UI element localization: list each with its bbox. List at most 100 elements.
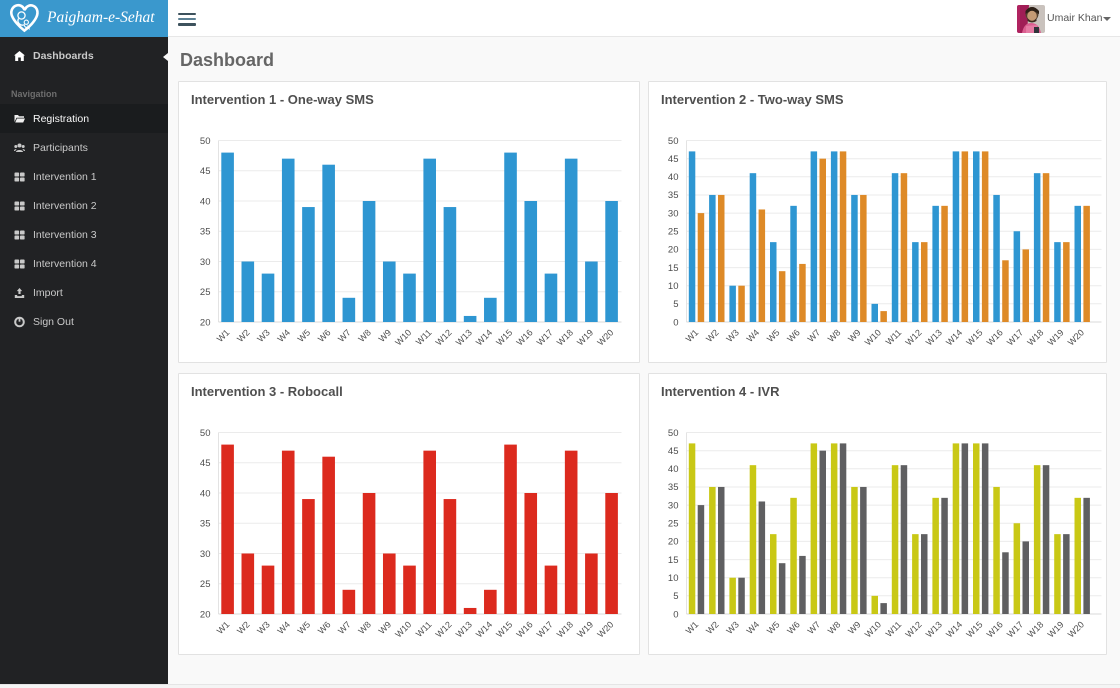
svg-text:35: 35 bbox=[200, 227, 211, 238]
svg-text:W13: W13 bbox=[924, 327, 944, 347]
svg-text:W11: W11 bbox=[884, 619, 904, 639]
svg-text:W15: W15 bbox=[494, 619, 514, 639]
svg-text:W10: W10 bbox=[863, 619, 883, 639]
svg-text:40: 40 bbox=[668, 464, 679, 475]
svg-text:15: 15 bbox=[668, 263, 679, 274]
svg-text:W7: W7 bbox=[336, 327, 353, 344]
svg-text:25: 25 bbox=[200, 579, 211, 590]
svg-text:W5: W5 bbox=[296, 619, 313, 636]
svg-text:45: 45 bbox=[668, 446, 679, 457]
svg-text:W17: W17 bbox=[1005, 327, 1025, 347]
svg-text:10: 10 bbox=[668, 573, 679, 584]
svg-text:W10: W10 bbox=[393, 619, 413, 639]
svg-text:W1: W1 bbox=[684, 619, 701, 636]
svg-text:W16: W16 bbox=[514, 327, 534, 347]
svg-text:W3: W3 bbox=[255, 619, 272, 636]
svg-text:20: 20 bbox=[200, 317, 211, 328]
svg-text:40: 40 bbox=[200, 488, 211, 499]
svg-text:W16: W16 bbox=[985, 619, 1005, 639]
svg-text:W6: W6 bbox=[785, 619, 802, 636]
svg-text:40: 40 bbox=[668, 172, 679, 183]
svg-text:W19: W19 bbox=[1046, 327, 1066, 347]
svg-text:W15: W15 bbox=[964, 327, 984, 347]
svg-text:35: 35 bbox=[668, 190, 679, 201]
svg-text:W12: W12 bbox=[903, 619, 923, 639]
svg-text:W7: W7 bbox=[806, 619, 823, 636]
svg-text:W8: W8 bbox=[826, 327, 843, 344]
svg-text:W1: W1 bbox=[215, 327, 232, 344]
svg-text:W12: W12 bbox=[903, 327, 923, 347]
svg-text:W12: W12 bbox=[434, 619, 454, 639]
svg-text:W4: W4 bbox=[745, 327, 762, 344]
svg-text:0: 0 bbox=[673, 317, 678, 328]
svg-text:35: 35 bbox=[668, 482, 679, 493]
svg-text:W3: W3 bbox=[255, 327, 272, 344]
svg-text:5: 5 bbox=[673, 299, 678, 310]
svg-text:25: 25 bbox=[668, 519, 679, 530]
svg-text:W10: W10 bbox=[863, 327, 883, 347]
svg-text:W6: W6 bbox=[316, 619, 333, 636]
svg-text:W8: W8 bbox=[826, 619, 843, 636]
svg-text:W20: W20 bbox=[1066, 327, 1086, 347]
svg-text:5: 5 bbox=[673, 591, 678, 602]
svg-text:W4: W4 bbox=[275, 619, 292, 636]
svg-text:W14: W14 bbox=[944, 327, 964, 347]
svg-text:W3: W3 bbox=[724, 327, 741, 344]
svg-text:10: 10 bbox=[668, 281, 679, 292]
svg-text:W5: W5 bbox=[765, 619, 782, 636]
svg-text:W9: W9 bbox=[846, 327, 863, 344]
svg-text:W18: W18 bbox=[555, 619, 575, 639]
svg-text:40: 40 bbox=[200, 196, 211, 207]
svg-text:35: 35 bbox=[200, 519, 211, 530]
svg-text:50: 50 bbox=[668, 428, 679, 439]
svg-text:W4: W4 bbox=[275, 327, 292, 344]
svg-text:20: 20 bbox=[200, 609, 211, 620]
svg-text:W11: W11 bbox=[884, 327, 904, 347]
svg-text:30: 30 bbox=[668, 208, 679, 219]
svg-text:W19: W19 bbox=[575, 327, 595, 347]
svg-text:W20: W20 bbox=[595, 327, 615, 347]
svg-text:W2: W2 bbox=[704, 619, 721, 636]
svg-text:W18: W18 bbox=[1025, 619, 1045, 639]
svg-text:45: 45 bbox=[200, 458, 211, 469]
svg-text:W11: W11 bbox=[414, 619, 434, 639]
svg-text:W15: W15 bbox=[964, 619, 984, 639]
svg-text:50: 50 bbox=[200, 136, 211, 147]
svg-text:W2: W2 bbox=[235, 327, 252, 344]
svg-text:W8: W8 bbox=[356, 327, 373, 344]
svg-text:W11: W11 bbox=[414, 327, 434, 347]
svg-text:W7: W7 bbox=[806, 327, 823, 344]
svg-text:20: 20 bbox=[668, 245, 679, 256]
svg-text:W9: W9 bbox=[377, 327, 394, 344]
svg-text:30: 30 bbox=[200, 549, 211, 560]
svg-text:W14: W14 bbox=[944, 619, 964, 639]
svg-text:W18: W18 bbox=[555, 327, 575, 347]
svg-text:W7: W7 bbox=[336, 619, 353, 636]
svg-text:W20: W20 bbox=[595, 619, 615, 639]
svg-text:W12: W12 bbox=[434, 327, 454, 347]
svg-text:W1: W1 bbox=[215, 619, 232, 636]
svg-text:W10: W10 bbox=[393, 327, 413, 347]
svg-text:W6: W6 bbox=[785, 327, 802, 344]
svg-text:W13: W13 bbox=[454, 327, 474, 347]
svg-text:50: 50 bbox=[668, 136, 679, 147]
svg-text:25: 25 bbox=[200, 287, 211, 298]
svg-text:W9: W9 bbox=[846, 619, 863, 636]
svg-text:W14: W14 bbox=[474, 619, 494, 639]
svg-text:W2: W2 bbox=[235, 619, 252, 636]
svg-text:W4: W4 bbox=[745, 619, 762, 636]
svg-text:W5: W5 bbox=[765, 327, 782, 344]
svg-text:W17: W17 bbox=[535, 619, 555, 639]
svg-text:W1: W1 bbox=[684, 327, 701, 344]
svg-text:W18: W18 bbox=[1025, 327, 1045, 347]
svg-text:W13: W13 bbox=[924, 619, 944, 639]
svg-text:W16: W16 bbox=[514, 619, 534, 639]
svg-text:0: 0 bbox=[673, 609, 678, 620]
svg-text:W17: W17 bbox=[535, 327, 555, 347]
svg-text:30: 30 bbox=[668, 500, 679, 511]
svg-text:W9: W9 bbox=[377, 619, 394, 636]
svg-text:W16: W16 bbox=[985, 327, 1005, 347]
svg-text:W13: W13 bbox=[454, 619, 474, 639]
svg-text:20: 20 bbox=[668, 537, 679, 548]
svg-text:W19: W19 bbox=[1046, 619, 1066, 639]
